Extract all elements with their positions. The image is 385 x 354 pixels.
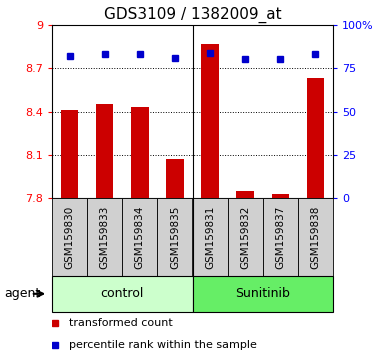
Text: control: control bbox=[100, 287, 144, 300]
Text: GSM159835: GSM159835 bbox=[170, 205, 180, 269]
Text: agent: agent bbox=[4, 287, 40, 300]
Text: GSM159831: GSM159831 bbox=[205, 205, 215, 269]
Text: GSM159834: GSM159834 bbox=[135, 205, 145, 269]
Bar bbox=[192, 198, 228, 276]
Bar bbox=[157, 198, 192, 276]
Text: GSM159838: GSM159838 bbox=[310, 205, 320, 269]
Bar bbox=[166, 159, 184, 198]
Bar bbox=[87, 198, 122, 276]
Text: GSM159833: GSM159833 bbox=[100, 205, 110, 269]
Bar bbox=[52, 276, 192, 312]
Bar bbox=[271, 194, 289, 198]
Text: percentile rank within the sample: percentile rank within the sample bbox=[69, 339, 257, 350]
Bar bbox=[52, 198, 87, 276]
Text: GSM159837: GSM159837 bbox=[275, 205, 285, 269]
Text: Sunitinib: Sunitinib bbox=[235, 287, 290, 300]
Text: GSM159830: GSM159830 bbox=[65, 206, 75, 269]
Text: GSM159832: GSM159832 bbox=[240, 205, 250, 269]
Bar bbox=[122, 198, 157, 276]
Bar bbox=[201, 44, 219, 198]
Bar bbox=[228, 198, 263, 276]
Bar bbox=[61, 110, 78, 198]
Bar bbox=[236, 191, 254, 198]
Bar bbox=[131, 107, 149, 198]
Bar bbox=[96, 104, 114, 198]
Bar bbox=[298, 198, 333, 276]
Bar bbox=[263, 198, 298, 276]
Bar bbox=[307, 78, 324, 198]
Title: GDS3109 / 1382009_at: GDS3109 / 1382009_at bbox=[104, 7, 281, 23]
Text: transformed count: transformed count bbox=[69, 318, 172, 329]
Bar bbox=[192, 276, 333, 312]
